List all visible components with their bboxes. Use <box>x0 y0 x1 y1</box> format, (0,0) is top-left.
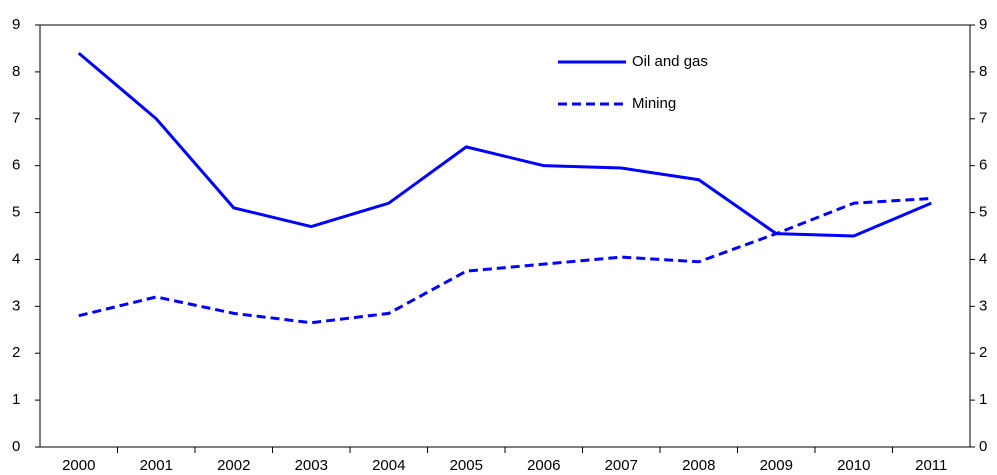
y2-tick-label: 0 <box>979 438 987 455</box>
y-tick-label: 1 <box>12 391 20 408</box>
y-tick-label: 0 <box>12 438 20 455</box>
y-tick-label: 3 <box>12 297 20 314</box>
x-tick-label: 2000 <box>62 457 95 474</box>
y2-tick-label: 9 <box>979 16 987 33</box>
x-tick-label: 2011 <box>915 457 947 474</box>
y2-tick-label: 2 <box>979 344 987 361</box>
x-tick-label: 2009 <box>760 457 793 474</box>
y2-tick-label: 4 <box>979 250 987 267</box>
y-tick-label: 5 <box>12 204 20 221</box>
x-tick-label: 2001 <box>140 457 173 474</box>
y2-tick-label: 7 <box>979 110 987 127</box>
x-tick-label: 2005 <box>450 457 483 474</box>
y2-tick-label: 8 <box>979 63 987 80</box>
series-line <box>77 51 932 238</box>
x-tick-label: 2004 <box>372 457 405 474</box>
y2-tick-label: 3 <box>979 297 987 314</box>
y-tick-label: 6 <box>12 157 20 174</box>
y-tick-label: 8 <box>12 63 20 80</box>
x-tick-label: 2010 <box>837 457 870 474</box>
x-tick-label: 2002 <box>217 457 250 474</box>
y2-tick-label: 5 <box>979 204 987 221</box>
y-tick-label: 2 <box>12 344 20 361</box>
series-line <box>78 196 932 325</box>
y-tick-label: 4 <box>12 250 20 267</box>
y-tick-label: 7 <box>12 110 20 127</box>
legend-label: Oil and gas <box>632 53 708 70</box>
legend-label: Mining <box>632 95 676 112</box>
y2-tick-label: 6 <box>979 157 987 174</box>
y-tick-label: 9 <box>12 16 20 33</box>
x-tick-label: 2006 <box>527 457 560 474</box>
y2-tick-label: 1 <box>979 391 987 408</box>
x-tick-label: 2003 <box>295 457 328 474</box>
x-tick-label: 2007 <box>605 457 638 474</box>
x-tick-label: 2008 <box>682 457 715 474</box>
